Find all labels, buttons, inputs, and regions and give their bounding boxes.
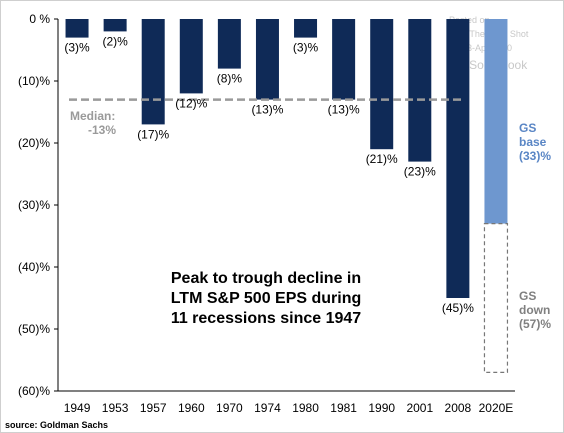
- annotation-line: Peak to trough decline in: [171, 270, 361, 287]
- bar: [370, 19, 394, 150]
- y-tick-label: 0 %: [29, 12, 50, 26]
- y-tick-label: (10)%: [18, 74, 50, 88]
- bar: [332, 19, 356, 100]
- bar: [103, 19, 127, 32]
- data-label: (21)%: [366, 152, 398, 166]
- median-group: Median:-13%: [69, 98, 462, 137]
- bar: [65, 19, 89, 38]
- x-tick-label: 1990: [368, 401, 395, 415]
- y-tick-label: (50)%: [18, 322, 50, 336]
- median-label: Median:: [70, 109, 115, 123]
- y-tick-label: (40)%: [18, 260, 50, 274]
- gs-base-label: base: [519, 135, 547, 149]
- bar: [179, 19, 203, 94]
- bar-gs-base: [484, 19, 508, 224]
- annotation-line: 11 recessions since 1947: [171, 310, 361, 327]
- data-label: (3)%: [293, 41, 319, 55]
- y-tick-label: (60)%: [18, 384, 50, 398]
- data-label: (13)%: [328, 103, 360, 117]
- bars: [65, 19, 509, 374]
- median-value: -13%: [88, 123, 116, 137]
- annotation: Peak to trough decline in LTM S&P 500 EPS…: [171, 270, 362, 327]
- x-tick-label: 1949: [64, 401, 91, 415]
- gs-down-label: (57)%: [519, 317, 551, 331]
- x-tick-label: 1974: [254, 401, 281, 415]
- data-label: (12)%: [175, 96, 207, 110]
- x-tick-label: 1970: [216, 401, 243, 415]
- data-label: (3)%: [64, 41, 90, 55]
- data-label: (8)%: [217, 72, 243, 86]
- data-label: (13)%: [251, 103, 283, 117]
- data-label: (17)%: [137, 127, 169, 141]
- bar-gs-down: [483, 223, 509, 374]
- bar: [217, 19, 241, 69]
- gs-base-label: GS: [519, 121, 536, 135]
- y-axis: 0 % (10)% (20)% (30)% (40)% (50)% (60)%: [18, 12, 59, 398]
- x-tick-label: 2001: [406, 401, 433, 415]
- data-label: (2)%: [102, 34, 128, 48]
- gs-down-label: down: [519, 303, 550, 317]
- data-label: (45)%: [442, 301, 474, 315]
- bar: [408, 19, 432, 162]
- x-tick-label: 1957: [140, 401, 167, 415]
- bar: [141, 19, 165, 125]
- x-tick-label: 2020E: [479, 401, 514, 415]
- gs-base-label: (33)%: [519, 149, 551, 163]
- y-tick-label: (20)%: [18, 136, 50, 150]
- bar: [446, 19, 470, 298]
- x-tick-label: 1960: [178, 401, 205, 415]
- x-tick-label: 2008: [445, 401, 472, 415]
- y-tick-label: (30)%: [18, 198, 50, 212]
- annotation-line: LTM S&P 500 EPS during: [171, 290, 362, 307]
- data-label: (23)%: [404, 165, 436, 179]
- x-tick-label: 1981: [330, 401, 357, 415]
- source-note: source: Goldman Sachs: [5, 420, 108, 430]
- bar: [255, 19, 279, 100]
- data-labels: (3)% (2)% (17)% (12)% (8)% (13)% (3)% (13)% (21)…: [64, 34, 551, 331]
- x-tick-label: 1980: [292, 401, 319, 415]
- bar: [294, 19, 318, 38]
- x-axis: 1949 1953 1957 1960 1970 1974 1980 1981 1990 2001…: [58, 390, 515, 415]
- x-tick-label: 1953: [102, 401, 129, 415]
- gs-down-label: GS: [519, 289, 536, 303]
